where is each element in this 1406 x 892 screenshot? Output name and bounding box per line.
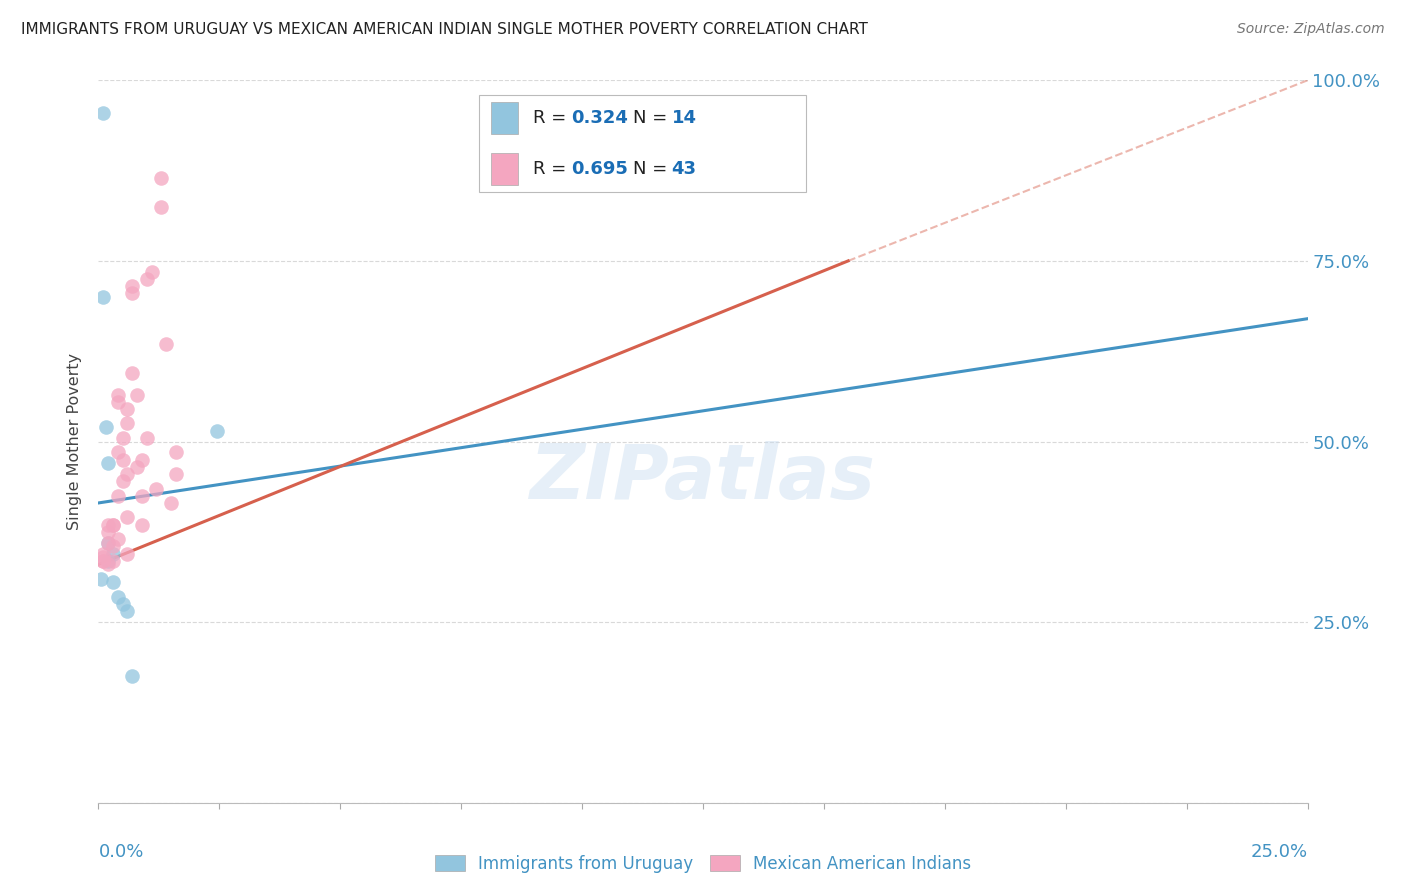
Bar [492, 153, 517, 185]
Point [141, 265, 163, 279]
Text: 0.695: 0.695 [571, 160, 628, 178]
Text: N =: N = [633, 109, 673, 128]
Point [91, 550, 114, 565]
Text: R =: R = [533, 109, 571, 128]
Point [107, 394, 129, 409]
Point [155, 337, 177, 351]
Point [90, 572, 112, 586]
Point [91, 105, 114, 120]
Text: N =: N = [633, 160, 673, 178]
Point [91, 290, 114, 304]
Point [121, 279, 143, 293]
Text: IMMIGRANTS FROM URUGUAY VS MEXICAN AMERICAN INDIAN SINGLE MOTHER POVERTY CORRELA: IMMIGRANTS FROM URUGUAY VS MEXICAN AMERI… [21, 22, 868, 37]
Point [205, 424, 228, 438]
Point [160, 496, 183, 510]
Point [117, 417, 139, 431]
Point [121, 669, 143, 683]
Point [117, 547, 139, 561]
Point [135, 272, 157, 286]
Point [165, 445, 187, 459]
Text: Source: ZipAtlas.com: Source: ZipAtlas.com [1237, 22, 1385, 37]
Text: 0.324: 0.324 [571, 109, 628, 128]
Point [107, 387, 129, 401]
Text: ZIPatlas: ZIPatlas [530, 441, 876, 515]
Point [97, 517, 120, 532]
Point [97, 558, 120, 572]
Point [121, 366, 143, 380]
Point [101, 547, 124, 561]
Point [145, 482, 167, 496]
Point [121, 286, 143, 301]
Text: R =: R = [533, 160, 571, 178]
Point [150, 170, 173, 185]
Text: 43: 43 [672, 160, 696, 178]
Text: 0.0%: 0.0% [98, 843, 143, 861]
Point [111, 475, 134, 489]
Text: 25.0%: 25.0% [1250, 843, 1308, 861]
Point [101, 517, 124, 532]
Point [117, 402, 139, 417]
Bar [492, 102, 517, 135]
Point [107, 590, 129, 604]
Point [131, 489, 153, 503]
Point [101, 539, 124, 553]
Point [107, 532, 129, 546]
FancyBboxPatch shape [479, 95, 806, 193]
Point [131, 517, 153, 532]
Point [94, 420, 117, 434]
Y-axis label: Single Mother Poverty: Single Mother Poverty [67, 353, 83, 530]
Point [97, 524, 120, 539]
Point [91, 554, 114, 568]
Point [107, 489, 129, 503]
Point [135, 431, 157, 445]
Point [97, 535, 120, 549]
Point [111, 452, 134, 467]
Point [117, 467, 139, 481]
Point [101, 554, 124, 568]
Point [117, 604, 139, 618]
Point [131, 452, 153, 467]
Point [101, 517, 124, 532]
Point [107, 445, 129, 459]
Point [127, 459, 149, 474]
Point [150, 200, 173, 214]
Point [111, 431, 134, 445]
Point [101, 575, 124, 590]
Point [97, 535, 120, 549]
Text: 14: 14 [672, 109, 696, 128]
Point [165, 467, 187, 481]
Point [91, 547, 114, 561]
Point [97, 456, 120, 470]
Point [117, 510, 139, 524]
Point [111, 597, 134, 611]
Point [97, 554, 120, 568]
Point [127, 387, 149, 401]
Point [91, 554, 114, 568]
Legend: Immigrants from Uruguay, Mexican American Indians: Immigrants from Uruguay, Mexican America… [427, 848, 979, 880]
